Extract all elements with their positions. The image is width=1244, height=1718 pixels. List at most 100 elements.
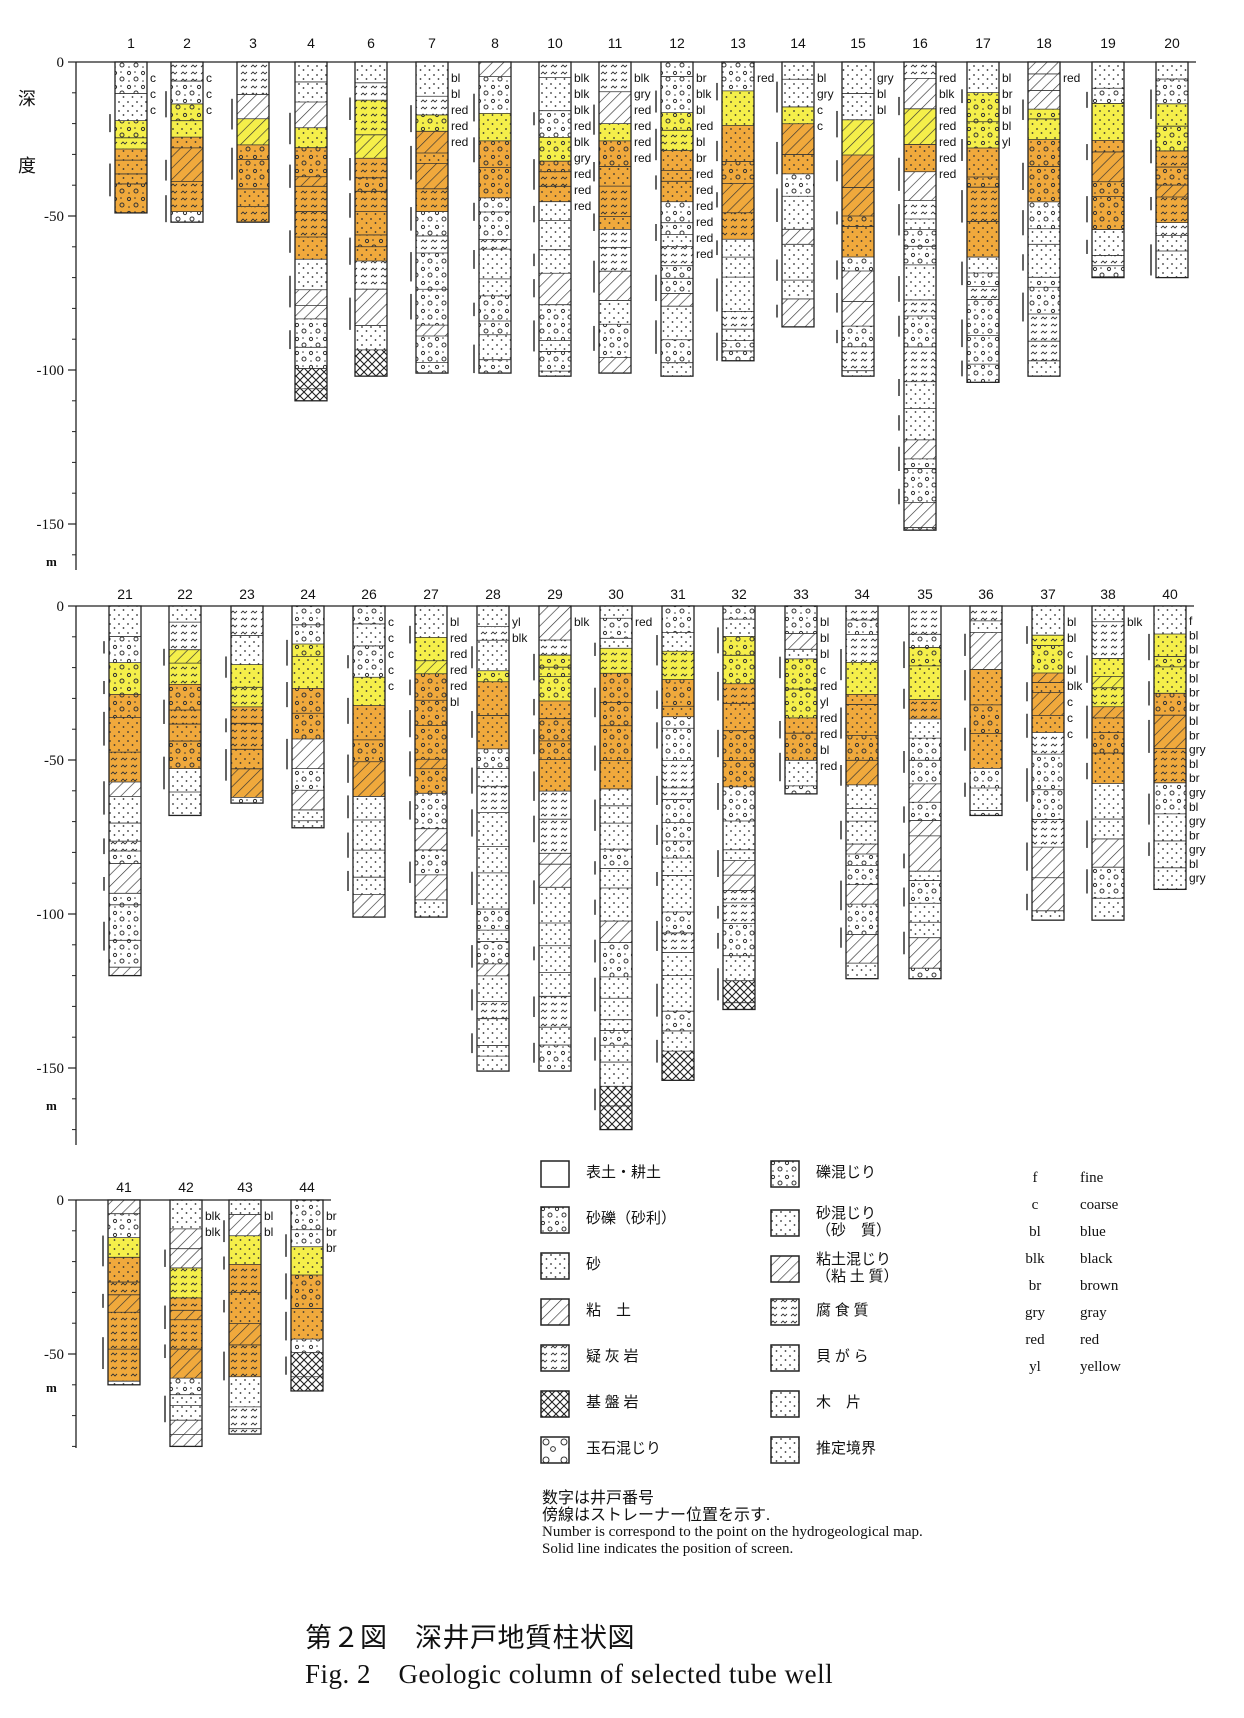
stratum-pattern-clay xyxy=(477,963,509,976)
stratum-pattern-tuff xyxy=(231,723,263,750)
colour-annotation: bl xyxy=(1189,800,1198,814)
stratum-pattern-sand xyxy=(109,796,141,824)
colour-annotation: bl xyxy=(820,743,829,757)
stratum-pattern-gravel xyxy=(292,624,324,645)
stratum-pattern-sand xyxy=(600,760,632,789)
stratum-pattern-sand xyxy=(108,1237,140,1258)
caption-jp: 第２図 深井戸地質柱状図 xyxy=(305,1623,635,1653)
well-column-4: 4 xyxy=(289,35,328,402)
colour-annotation: red xyxy=(574,199,591,213)
stratum-pattern-gravel xyxy=(1156,167,1188,186)
colour-annotation: blk xyxy=(574,87,590,101)
stratum-pattern-clay xyxy=(1032,672,1064,683)
well-column-3: 3 xyxy=(231,35,270,223)
colour-annotation: gry xyxy=(1189,871,1206,885)
stratum-pattern-sand xyxy=(479,334,511,360)
well-outline xyxy=(478,61,512,374)
well-column-27: 27 bl red red red red bl xyxy=(409,586,467,918)
stratum-pattern-bedrock xyxy=(355,349,387,377)
colour-annotation: red xyxy=(574,183,591,197)
stratum-pattern-gravel xyxy=(415,768,447,794)
legend-item-topsoil: 表土・耕土 xyxy=(540,1160,661,1188)
stratum-pattern-sand xyxy=(600,606,632,619)
legend-swatch-boulder xyxy=(540,1436,570,1464)
stratum-pattern-clay xyxy=(415,660,447,674)
colour-annotation: br xyxy=(326,1225,337,1239)
colour-annotation: red xyxy=(451,119,468,133)
colour-annotation: red xyxy=(696,183,713,197)
stratum-pattern-sand xyxy=(295,62,327,82)
well-number: 11 xyxy=(608,35,623,51)
stratum-pattern-sand xyxy=(477,1018,509,1046)
stratum-pattern-tuff xyxy=(1154,748,1186,783)
stratum-pattern-gravel xyxy=(1032,645,1064,673)
colour-annotation: c xyxy=(1067,647,1073,661)
legend-label: 粘土混じり （粘 土 質） xyxy=(816,1252,899,1286)
well-number: 8 xyxy=(491,35,499,51)
legend-item-sandy: 砂混じり （砂 質） xyxy=(770,1206,891,1241)
stratum-pattern-sand xyxy=(782,196,814,230)
stratum-pattern-sand xyxy=(723,619,755,637)
stratum-pattern-sand xyxy=(115,149,147,161)
stratum-pattern-sand xyxy=(600,888,632,922)
colour-annotation: bl xyxy=(1189,757,1198,771)
stratum-pattern-gravel xyxy=(171,81,203,104)
well-outline xyxy=(908,605,942,980)
well-number: 18 xyxy=(1036,35,1052,51)
abbreviation-value: black xyxy=(1080,1251,1113,1267)
stratum-pattern-sand xyxy=(1032,682,1064,693)
stratum-pattern-gravel xyxy=(967,121,999,148)
stratum-pattern-gravel xyxy=(662,911,694,933)
well-column-40: 40fblblbrblbrbrblbrgryblbrgryblgrybrgryb… xyxy=(1148,586,1206,891)
note-en-2: Solid line indicates the position of scr… xyxy=(542,1541,794,1557)
stratum-pattern-tuff xyxy=(723,683,755,704)
stratum-pattern-tuff xyxy=(662,760,694,788)
legend-item-humus: 腐 食 質 xyxy=(770,1298,869,1326)
well-column-13: 13 red xyxy=(716,35,774,362)
stratum-pattern-sand xyxy=(904,264,936,300)
stratum-pattern-gravel xyxy=(967,92,999,122)
stratum-pattern-sand xyxy=(477,846,509,873)
stratum-pattern-sand xyxy=(1156,103,1188,127)
stratum-pattern-gravel xyxy=(661,265,693,279)
stratum-pattern-clay xyxy=(904,78,936,109)
stratum-pattern-sand xyxy=(723,821,755,850)
stratum-pattern-gravel xyxy=(109,904,141,941)
well-column-33: 33 bl bl bl c red yl red red bl red xyxy=(779,586,837,795)
stratum-pattern-sand xyxy=(1092,753,1124,784)
well-number: 16 xyxy=(912,35,928,51)
stratum-pattern-gravel xyxy=(292,688,324,714)
stratum-pattern-tuff xyxy=(477,626,509,641)
stratum-pattern-tuff xyxy=(477,1001,509,1019)
stratum-pattern-clay xyxy=(416,325,448,337)
stratum-pattern-gravel xyxy=(479,197,511,212)
colour-annotation: bl xyxy=(820,631,829,645)
stratum-pattern-sand xyxy=(661,150,693,171)
well-column-15: 15 gry bl bl xyxy=(836,35,894,377)
stratum-pattern-gravel xyxy=(909,760,941,784)
stratum-pattern-tuff xyxy=(661,130,693,151)
well-column-28: 28 yl blk xyxy=(471,586,528,1072)
stratum-pattern-tuff xyxy=(1028,313,1060,342)
colour-annotation: c xyxy=(388,615,394,629)
stratum-pattern-gravel xyxy=(662,606,694,633)
stratum-pattern-gravel xyxy=(909,968,941,979)
stratum-pattern-gravel xyxy=(722,62,754,91)
colour-annotation: red xyxy=(696,231,713,245)
stratum-pattern-gravel xyxy=(1032,789,1064,820)
well-outline xyxy=(1155,61,1189,279)
stratum-pattern-sand xyxy=(846,662,878,695)
colour-annotation: red xyxy=(757,71,774,85)
stratum-pattern-gravel xyxy=(661,112,693,131)
stratum-pattern-gravel xyxy=(539,655,571,668)
stratum-pattern-sand xyxy=(416,152,448,164)
stratum-pattern-gravel xyxy=(415,673,447,701)
stratum-pattern-tuff xyxy=(108,1312,140,1350)
colour-annotation: gry xyxy=(574,151,591,165)
stratum-pattern-sand xyxy=(967,62,999,93)
stratum-pattern-tuff xyxy=(237,62,269,95)
stratum-pattern-sand xyxy=(539,945,571,973)
stratum-pattern-gravel xyxy=(109,662,141,695)
stratum-pattern-tuff xyxy=(539,996,571,1028)
